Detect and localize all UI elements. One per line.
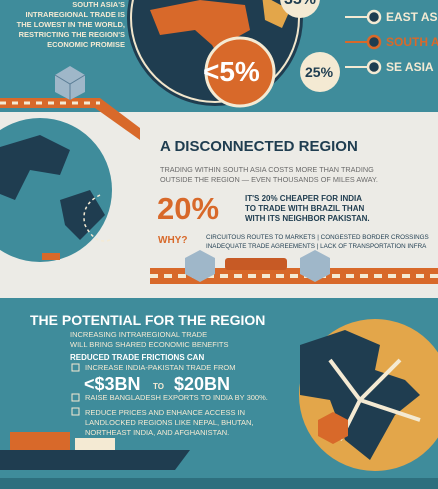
text-line: LANDLOCKED REGIONS LIKE NEPAL, BHUTAN,: [85, 418, 254, 427]
legend-dot: [366, 9, 382, 25]
why-label: WHY?: [158, 235, 188, 246]
section-title: THE POTENTIAL FOR THE REGION: [30, 312, 266, 328]
bullet: [71, 363, 80, 372]
text-line: INTRAREGIONAL TRADE IS: [25, 10, 125, 19]
arrows: [328, 358, 421, 441]
ship: [0, 450, 190, 470]
bullet: [71, 393, 80, 402]
text-line: CIRCUITOUS ROUTES TO MARKETS | CONGESTED…: [206, 234, 429, 241]
stat: 25%: [305, 64, 334, 80]
stat-text: IT'S 20% CHEAPER FOR INDIA TO TRADE WITH…: [245, 194, 370, 224]
text-line: WITH ITS NEIGHBOR PAKISTAN.: [245, 214, 370, 223]
text-line: INADEQUATE TRADE AGREEMENTS | LACK OF TR…: [206, 243, 427, 250]
box: [185, 250, 215, 282]
heading: REDUCED TRADE FRICTIONS CAN: [70, 353, 205, 362]
intro: SOUTH ASIA'S INTRAREGIONAL TRADE IS THE …: [17, 0, 125, 50]
train: [42, 253, 60, 260]
text-line: TRADING WITHIN SOUTH ASIA COSTS MORE THA…: [160, 165, 374, 174]
text-line: OUTSIDE THE REGION — EVEN THOUSANDS OF M…: [160, 175, 378, 184]
bullet-text: RAISE BANGLADESH EXPORTS TO INDIA BY 300…: [85, 393, 268, 402]
bullet-text: INCREASE INDIA-PAKISTAN TRADE FROM: [85, 363, 236, 372]
stat-circle: [204, 36, 276, 108]
figure-connector: TO: [153, 382, 164, 391]
stat: 20%: [157, 191, 220, 226]
text-line: ECONOMIC PROMISE: [47, 40, 125, 49]
text-line: TO TRADE WITH BRAZIL THAN: [245, 204, 365, 213]
box-edge: [54, 74, 86, 100]
text-line: IT'S 20% CHEAPER FOR INDIA: [245, 194, 363, 203]
stat-circle: [280, 0, 320, 18]
reasons: CIRCUITOUS ROUTES TO MARKETS | CONGESTED…: [206, 233, 429, 251]
stat-circle: [300, 52, 340, 92]
stat: <5%: [203, 56, 260, 87]
box: [300, 250, 330, 282]
description: TRADING WITHIN SOUTH ASIA COSTS MORE THA…: [160, 165, 378, 185]
figure: <$3BN: [84, 374, 141, 394]
legend-label: SE ASIA: [386, 60, 434, 74]
water: [0, 478, 438, 489]
figure: $20BN: [174, 374, 231, 394]
conveyor: [0, 98, 140, 140]
text-line: REDUCE PRICES AND ENHANCE ACCESS IN: [85, 408, 246, 417]
stat: 35%: [284, 0, 316, 8]
legend-label: SOUTH A: [386, 35, 438, 49]
container: [75, 438, 115, 450]
text-line: RESTRICTING THE REGION'S: [18, 30, 125, 39]
land: [0, 135, 105, 240]
bullet-text: REDUCE PRICES AND ENHANCE ACCESS IN LAND…: [85, 408, 254, 438]
text-line: NORTHEAST INDIA, AND AFGHANISTAN.: [85, 428, 230, 437]
bullet: [71, 407, 80, 416]
subtitle: INCREASING INTRAREGIONAL TRADE WILL BRIN…: [70, 330, 229, 350]
text-line: INCREASING INTRAREGIONAL TRADE: [70, 330, 208, 339]
route: [83, 194, 111, 242]
legend-dot: [366, 34, 382, 50]
legend-label: EAST AS: [386, 10, 438, 24]
globe-ring: [130, 0, 300, 103]
train: [225, 258, 287, 270]
legend-dot: [366, 59, 382, 75]
box: [318, 412, 348, 444]
text-line: THE LOWEST IN THE WORLD,: [16, 20, 125, 29]
text-line: WILL BRING SHARED ECONOMIC BENEFITS: [70, 340, 229, 349]
section-title: A DISCONNECTED REGION: [160, 138, 358, 155]
box: [55, 66, 85, 100]
text-line: SOUTH ASIA'S: [72, 0, 125, 9]
container: [10, 432, 70, 450]
